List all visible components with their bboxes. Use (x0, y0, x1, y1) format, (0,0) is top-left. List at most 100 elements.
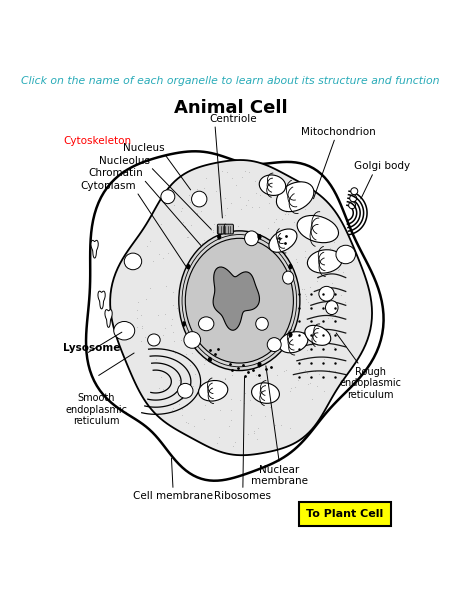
Point (313, 206, 320, 216)
Point (221, 374, 229, 383)
Point (241, 289, 248, 299)
Point (199, 241, 206, 251)
Point (233, 180, 240, 190)
Point (239, 247, 247, 256)
Point (310, 236, 317, 246)
Point (267, 185, 274, 194)
Point (319, 286, 326, 295)
Point (209, 227, 216, 237)
Point (302, 227, 309, 236)
Point (175, 371, 182, 380)
Point (146, 283, 153, 293)
Point (231, 328, 239, 338)
Point (135, 298, 142, 307)
Point (311, 367, 319, 376)
PathPatch shape (213, 267, 260, 330)
Ellipse shape (198, 380, 228, 401)
Point (202, 400, 209, 409)
Point (169, 314, 176, 324)
Point (232, 437, 239, 446)
Point (301, 284, 308, 294)
Point (249, 337, 256, 347)
Ellipse shape (245, 231, 259, 246)
Point (252, 299, 259, 308)
Point (239, 253, 247, 262)
Point (232, 349, 239, 359)
Point (283, 207, 290, 217)
Point (273, 385, 280, 395)
Point (177, 299, 184, 308)
Point (302, 253, 309, 262)
Text: Chromatin: Chromatin (89, 168, 144, 178)
Point (177, 299, 184, 308)
Point (186, 372, 193, 382)
Text: Lysosome: Lysosome (63, 343, 121, 353)
Point (329, 313, 336, 322)
Point (169, 403, 176, 413)
Point (170, 287, 177, 297)
Point (221, 337, 229, 346)
Point (321, 324, 328, 334)
Point (317, 211, 324, 221)
Point (203, 332, 210, 342)
Ellipse shape (256, 317, 268, 330)
Circle shape (186, 264, 190, 269)
Point (173, 304, 180, 313)
Point (216, 382, 224, 392)
Text: To Plant Cell: To Plant Cell (306, 509, 383, 518)
PathPatch shape (98, 291, 105, 309)
Point (179, 272, 186, 281)
Point (169, 328, 176, 337)
Point (293, 254, 300, 263)
Point (320, 355, 327, 364)
Point (277, 421, 284, 430)
Point (196, 254, 203, 263)
Point (195, 277, 202, 287)
Point (170, 200, 177, 209)
Point (259, 361, 266, 370)
Point (314, 218, 321, 228)
Ellipse shape (161, 190, 175, 203)
Point (300, 353, 307, 363)
Point (336, 259, 343, 269)
Point (160, 384, 167, 394)
Text: Smooth
endoplasmic
reticulum: Smooth endoplasmic reticulum (65, 393, 127, 426)
Point (295, 364, 302, 374)
Point (176, 400, 183, 409)
Point (184, 418, 191, 428)
Point (302, 328, 310, 338)
Point (171, 388, 179, 398)
Point (256, 287, 264, 296)
Point (197, 206, 204, 216)
Point (266, 198, 273, 208)
Point (226, 265, 233, 275)
Point (188, 326, 195, 336)
Point (155, 383, 162, 393)
Point (134, 313, 141, 323)
Point (229, 277, 236, 286)
Point (331, 344, 338, 354)
Point (184, 401, 191, 410)
Point (158, 219, 165, 229)
Ellipse shape (297, 215, 338, 242)
Point (277, 312, 284, 322)
Point (336, 326, 343, 336)
Point (207, 307, 215, 317)
Point (246, 322, 253, 332)
Point (170, 345, 177, 355)
Point (254, 359, 261, 368)
Point (250, 428, 257, 437)
Point (216, 406, 224, 415)
Point (263, 268, 270, 278)
Point (159, 330, 166, 340)
Text: Nuclear
membrane: Nuclear membrane (251, 464, 308, 486)
Point (213, 186, 220, 196)
Point (261, 316, 268, 325)
Point (168, 320, 175, 330)
Point (276, 182, 283, 192)
Point (264, 343, 271, 353)
Point (234, 221, 241, 231)
Point (281, 298, 288, 307)
Point (250, 325, 257, 335)
Point (257, 379, 264, 388)
